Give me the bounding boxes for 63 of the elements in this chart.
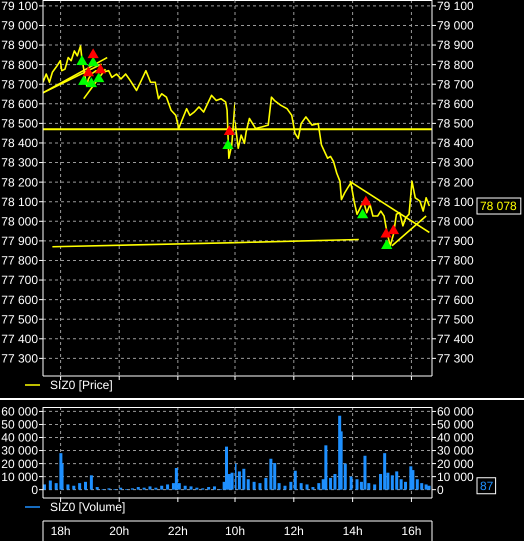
y2-tick-label: 77 900 bbox=[437, 234, 474, 248]
y-tick-label: 77 700 bbox=[1, 273, 38, 288]
y2-tick-label: 77 700 bbox=[437, 273, 474, 288]
y2-tick-label: 78 000 bbox=[437, 214, 474, 228]
y2-tick-label: 77 600 bbox=[437, 292, 474, 307]
y2-tick-label: 10 000 bbox=[437, 470, 474, 484]
y-tick-label: 60 000 bbox=[1, 404, 38, 419]
y-tick-label: 78 700 bbox=[1, 77, 38, 92]
y2-tick-label: 20 000 bbox=[437, 456, 474, 471]
y2-tick-label: 79 000 bbox=[437, 18, 474, 33]
y2-tick-label: 40 000 bbox=[437, 430, 474, 445]
y2-tick-label: 50 000 bbox=[437, 418, 474, 432]
y-tick-label: 77 600 bbox=[1, 292, 38, 307]
x-tick-label: 12h bbox=[284, 524, 304, 538]
text: 78 078 bbox=[480, 199, 518, 214]
text: 87 bbox=[480, 478, 494, 493]
x-tick-label: 22h bbox=[168, 524, 188, 538]
y2-tick-label: 77 800 bbox=[437, 254, 474, 268]
y-tick-label: 78 200 bbox=[1, 175, 38, 190]
y-tick-label: 78 500 bbox=[1, 116, 38, 131]
y-tick-label: 77 800 bbox=[1, 254, 38, 268]
y2-tick-label: 78 800 bbox=[437, 58, 474, 72]
y-tick-label: 77 900 bbox=[1, 234, 38, 248]
y2-tick-label: 78 600 bbox=[437, 96, 474, 111]
y2-tick-label: 78 500 bbox=[437, 116, 474, 131]
y-tick-label: 77 300 bbox=[1, 352, 38, 366]
y-tick-label: 78 600 bbox=[1, 96, 38, 111]
y2-tick-label: 78 900 bbox=[437, 38, 474, 52]
y-tick-label: 78 300 bbox=[1, 156, 38, 170]
y2-tick-label: 78 200 bbox=[437, 175, 474, 190]
y-tick-label: 78 000 bbox=[1, 214, 38, 228]
x-tick-label: 14h bbox=[342, 524, 363, 538]
y-tick-label: 20 000 bbox=[1, 456, 38, 471]
legend-label: SIZ0 [Price] bbox=[50, 378, 113, 392]
y2-tick-label: 30 000 bbox=[437, 444, 474, 458]
y2-tick-label: 77 300 bbox=[437, 352, 474, 366]
y-tick-label: 0 bbox=[31, 482, 38, 497]
y2-tick-label: 77 400 bbox=[437, 332, 474, 346]
y-tick-label: 30 000 bbox=[1, 444, 38, 458]
y2-tick-label: 77 500 bbox=[437, 312, 474, 326]
y-tick-label: 78 100 bbox=[1, 194, 38, 209]
y2-tick-label: 78 300 bbox=[437, 156, 474, 170]
x-tick-label: 20h bbox=[109, 524, 130, 538]
y-tick-label: 79 100 bbox=[1, 0, 38, 14]
y2-tick-label: 0 bbox=[437, 482, 444, 497]
y-tick-label: 78 900 bbox=[1, 38, 38, 52]
legend-label: SIZ0 [Volume] bbox=[50, 500, 126, 514]
y-tick-label: 40 000 bbox=[1, 430, 38, 445]
y-tick-label: 78 400 bbox=[1, 136, 38, 150]
y2-tick-label: 78 100 bbox=[437, 194, 474, 209]
x-tick-label: 16h bbox=[401, 524, 422, 538]
y2-tick-label: 78 400 bbox=[437, 136, 474, 150]
x-tick-label: 10h bbox=[224, 524, 246, 538]
y-tick-label: 50 000 bbox=[1, 418, 38, 432]
y-tick-label: 77 500 bbox=[1, 312, 38, 326]
y-tick-label: 79 000 bbox=[1, 18, 38, 33]
y-tick-label: 10 000 bbox=[1, 470, 38, 484]
y2-tick-label: 79 100 bbox=[437, 0, 474, 14]
y2-tick-label: 60 000 bbox=[437, 404, 474, 419]
x-tick-label: 18h bbox=[50, 524, 71, 538]
y-tick-label: 77 400 bbox=[1, 332, 38, 346]
y-tick-label: 78 800 bbox=[1, 58, 38, 72]
y2-tick-label: 78 700 bbox=[437, 77, 474, 92]
